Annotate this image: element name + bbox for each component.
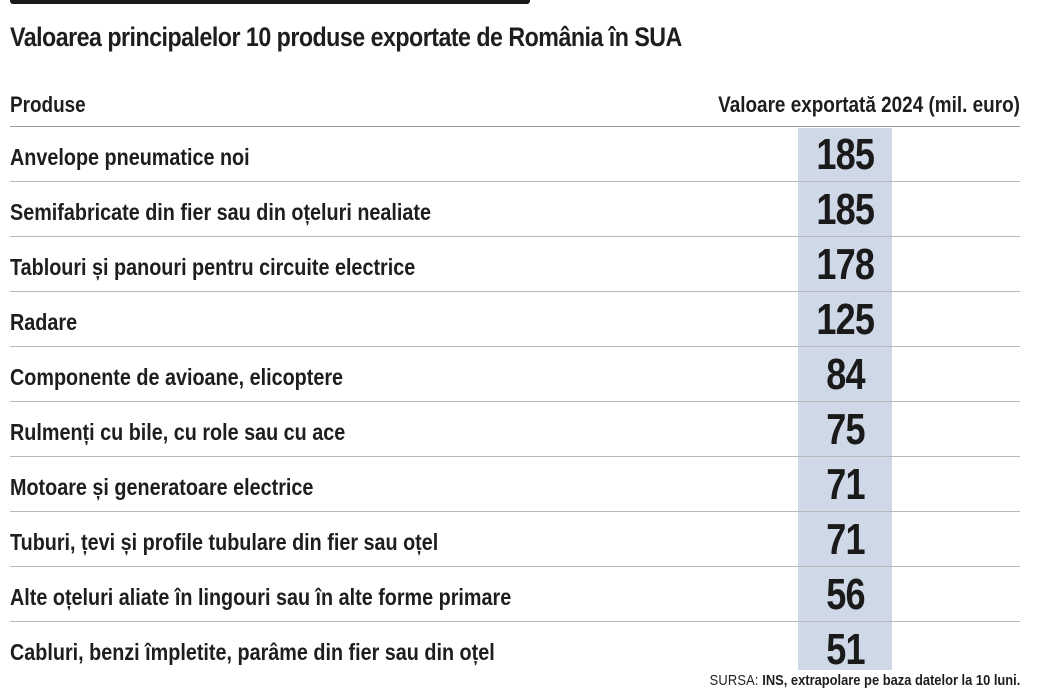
product-name: Componente de avioane, elicoptere [10, 364, 344, 390]
product-name: Cabluri, benzi împletite, parâme din fie… [10, 639, 495, 665]
export-value-text: 51 [825, 625, 865, 674]
table-header-row: Produse Valoare exportată 2024 (mil. eur… [10, 82, 1020, 127]
table-row: Tablouri și panouri pentru circuite elec… [10, 237, 1020, 292]
export-value-text: 71 [825, 460, 865, 509]
export-value-text: 75 [825, 405, 865, 454]
export-value: 56 [798, 573, 892, 617]
export-value: 75 [798, 408, 892, 452]
export-value-text: 71 [825, 515, 865, 564]
export-value: 185 [798, 133, 892, 177]
product-name: Radare [10, 309, 78, 335]
value-column-highlight [798, 128, 892, 670]
cropped-headline [0, 0, 560, 12]
source-label: SURSA: [709, 672, 759, 689]
export-value-text: 56 [825, 570, 865, 619]
export-value: 125 [798, 298, 892, 342]
table-row: Tuburi, țevi și profile tubulare din fie… [10, 512, 1020, 567]
export-value: 51 [798, 628, 892, 672]
table-row: Motoare și generatoare electrice 71 [10, 457, 1020, 512]
page-title: Valoarea principalelor 10 produse export… [10, 22, 682, 52]
source-note: SURSA: INS, extrapolare pe baza datelor … [709, 672, 1020, 689]
export-value-text: 185 [816, 185, 875, 234]
product-name: Tablouri și panouri pentru circuite elec… [10, 254, 416, 280]
export-value: 185 [798, 188, 892, 232]
product-name: Alte oțeluri aliate în lingouri sau în a… [10, 584, 512, 610]
export-value-text: 185 [816, 130, 875, 179]
product-name: Anvelope pneumatice noi [10, 144, 250, 170]
product-name: Motoare și generatoare electrice [10, 474, 314, 500]
table-row: Rulmenți cu bile, cu role sau cu ace 75 [10, 402, 1020, 457]
export-value: 71 [798, 518, 892, 562]
table-row: Semifabricate din fier sau din oțeluri n… [10, 182, 1020, 237]
header-value: Valoare exportată 2024 (mil. euro) [718, 92, 1020, 117]
table-row: Componente de avioane, elicoptere 84 [10, 347, 1020, 402]
export-value: 84 [798, 353, 892, 397]
export-value-text: 125 [816, 295, 875, 344]
header-product: Produse [10, 92, 86, 117]
product-name: Rulmenți cu bile, cu role sau cu ace [10, 419, 346, 445]
export-value-text: 178 [816, 240, 875, 289]
table-row: Radare 125 [10, 292, 1020, 347]
table-row: Alte oțeluri aliate în lingouri sau în a… [10, 567, 1020, 622]
export-value: 71 [798, 463, 892, 507]
source-text: INS, extrapolare pe baza datelor la 10 l… [761, 672, 1020, 689]
export-value: 178 [798, 243, 892, 287]
cropped-headline-fragment [10, 0, 530, 4]
export-table: Produse Valoare exportată 2024 (mil. eur… [10, 82, 1020, 676]
table-row: Cabluri, benzi împletite, parâme din fie… [10, 622, 1020, 676]
table-row: Anvelope pneumatice noi 185 [10, 127, 1020, 182]
export-value-text: 84 [825, 350, 865, 399]
product-name: Semifabricate din fier sau din oțeluri n… [10, 199, 431, 225]
product-name: Tuburi, țevi și profile tubulare din fie… [10, 529, 439, 555]
